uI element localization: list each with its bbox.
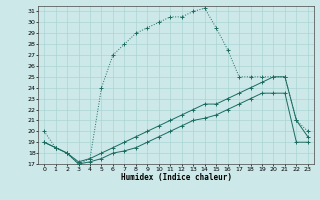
X-axis label: Humidex (Indice chaleur): Humidex (Indice chaleur) bbox=[121, 173, 231, 182]
